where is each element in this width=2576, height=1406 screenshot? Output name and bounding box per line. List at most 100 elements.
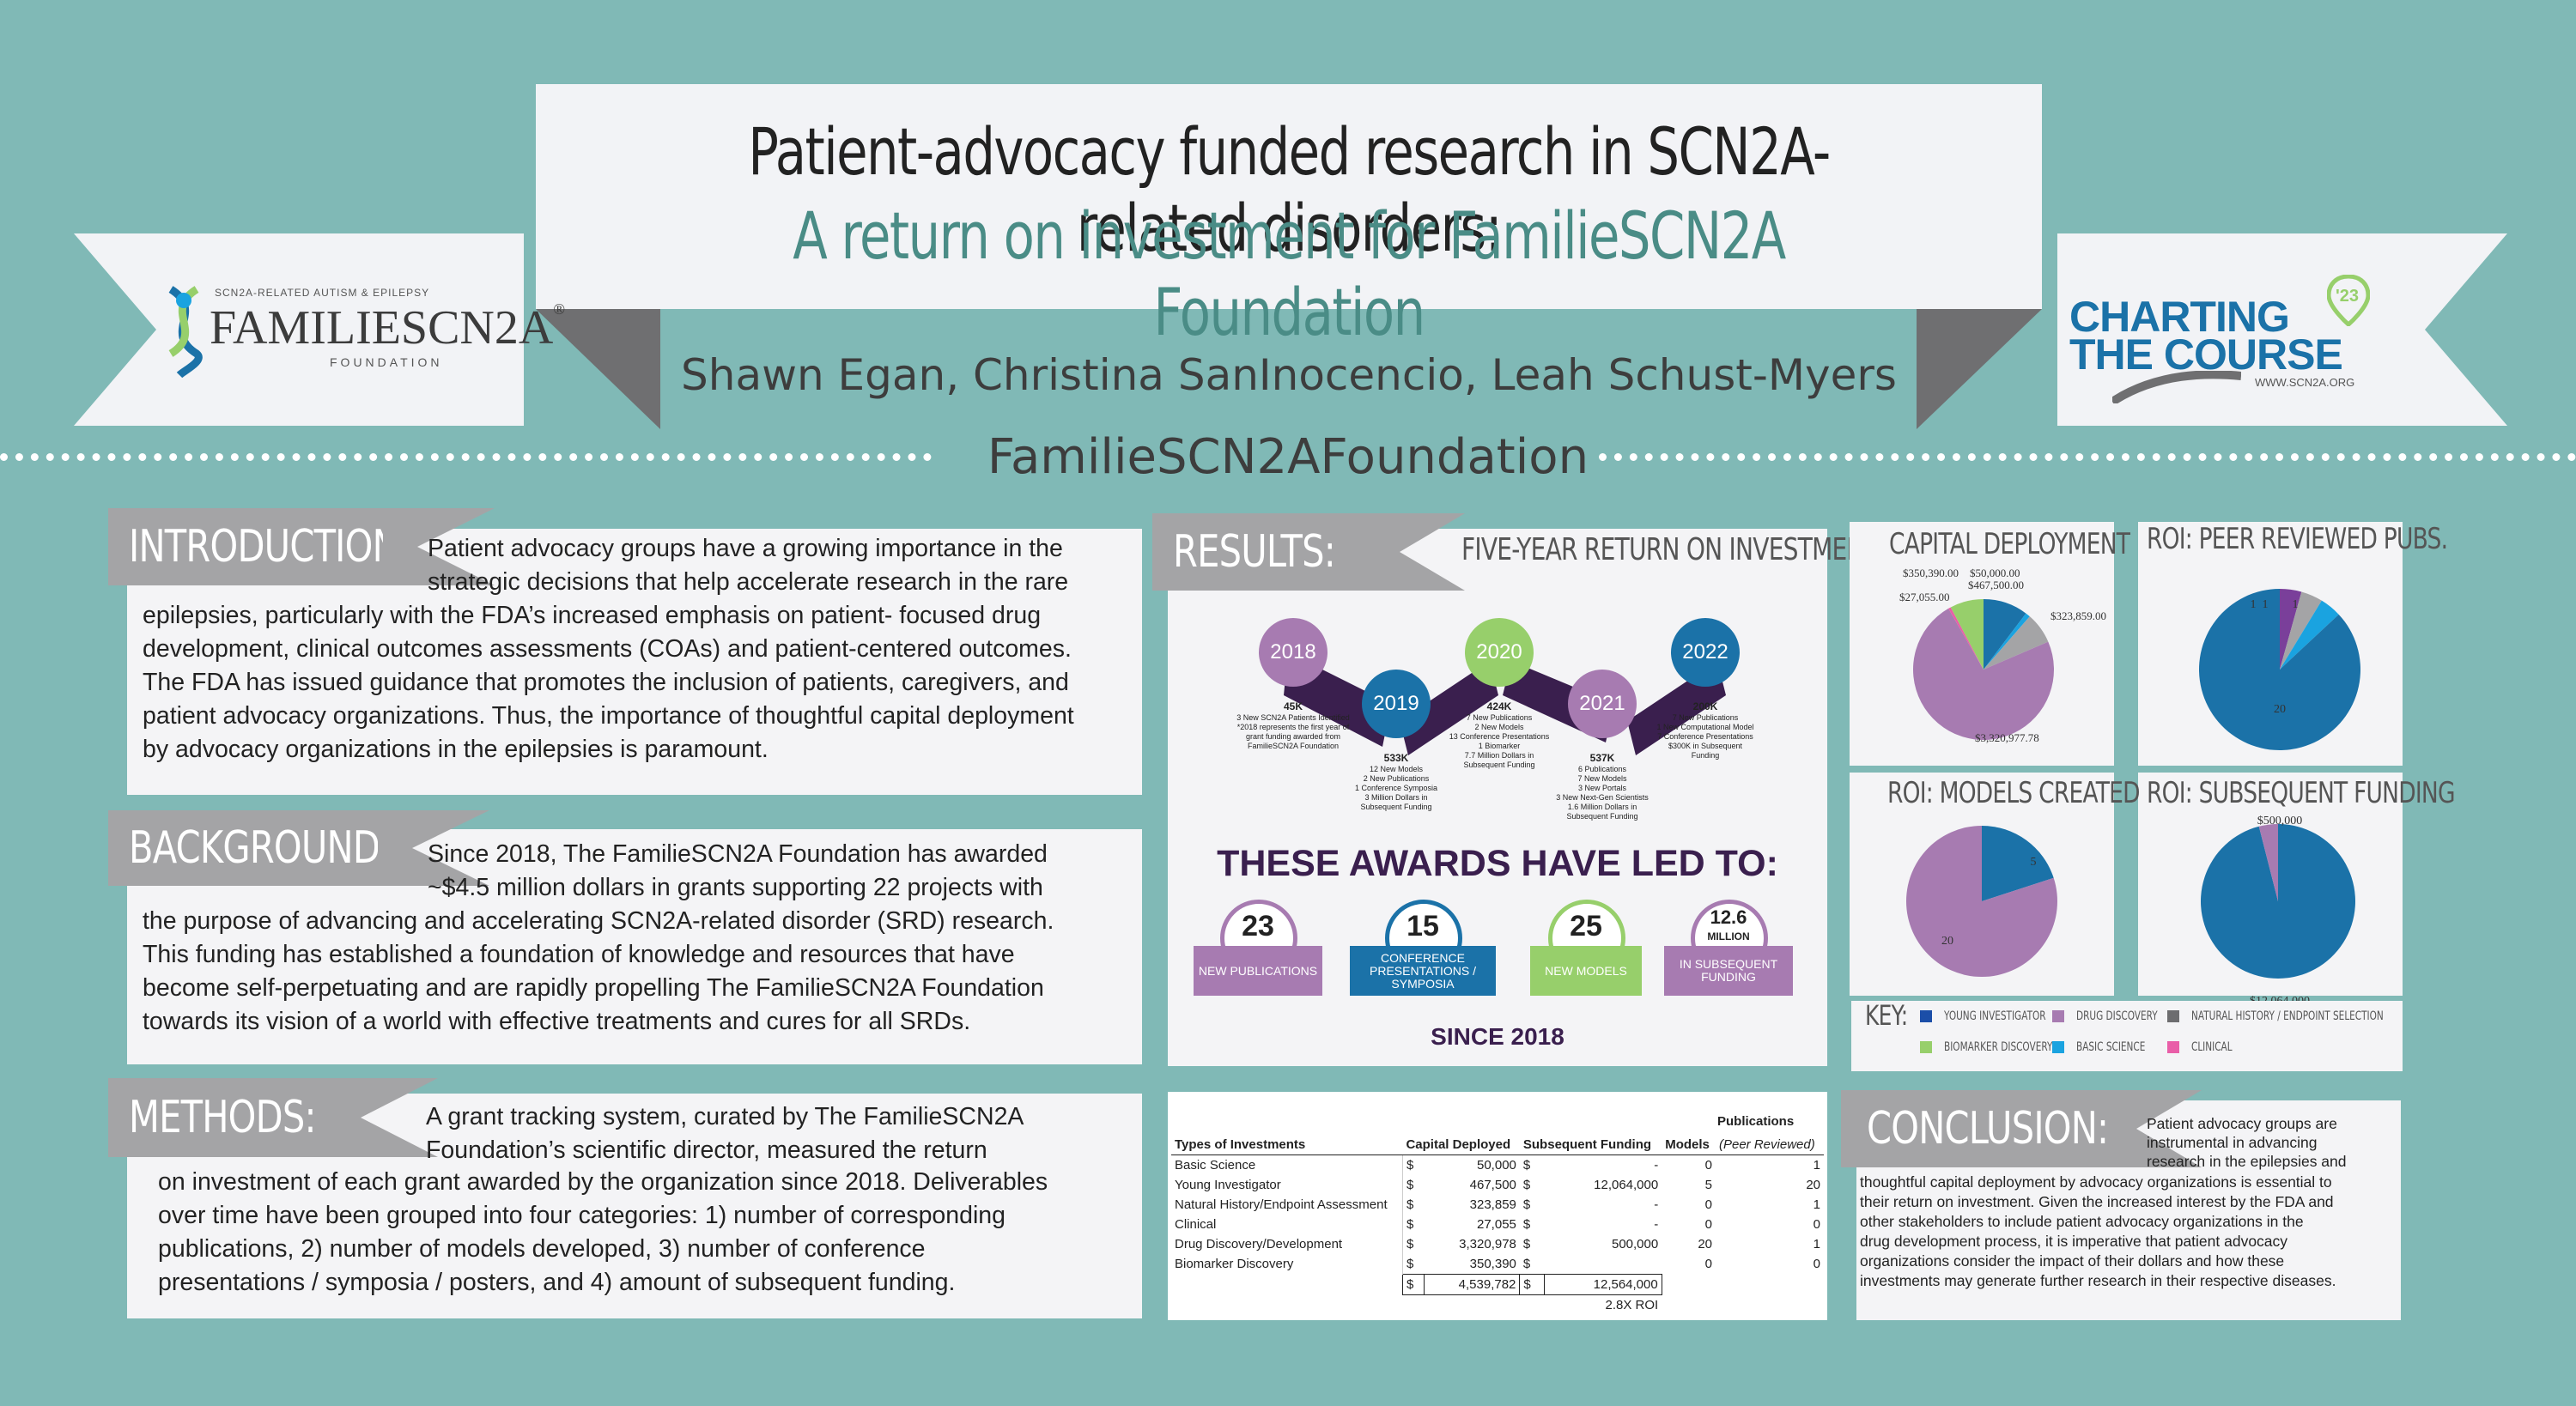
table-row: Biomarker Discovery $350,390 $0 0 [1171, 1254, 1824, 1275]
key-panel [1851, 1001, 2403, 1071]
timeline-node-2018: 2018 [1259, 618, 1327, 687]
table-cell: $ [1522, 1158, 1531, 1173]
investment-table: Types of Investments Capital Deployed Subs… [1171, 1135, 1824, 1315]
timeline-detail-line: 6 Publications [1577, 765, 1627, 773]
pie-slice [2280, 589, 2302, 670]
timeline-detail-line: 1 Biomarker [1478, 742, 1521, 750]
introduction-heading-tab: INTRODUCTION: [108, 508, 410, 585]
pie-label: 20 [1941, 935, 1953, 948]
table-header-row: Types of Investments Capital Deployed Subs… [1171, 1135, 1824, 1155]
pie-label: $323,859.00 [2050, 609, 2106, 622]
award-label-box: NEW PUBLICATIONS [1194, 946, 1322, 996]
pie-label: 1 [2293, 598, 2299, 611]
key-swatch [2052, 1041, 2064, 1053]
table-cell: 0 [1704, 1158, 1712, 1173]
key-swatch [2052, 1010, 2064, 1022]
table-cell: 0 [1813, 1217, 1820, 1232]
intro-line: The FDA has issued guidance that promote… [143, 669, 1069, 696]
methods-line: presentations / symposia / posters, and … [158, 1269, 956, 1296]
pie-label: 1 [2251, 598, 2257, 611]
table-row: Natural History/Endpoint Assessment $323,… [1171, 1195, 1824, 1215]
key-item: YOUNG INVESTIGATOR [1920, 1009, 2080, 1023]
timeline-detail-line: 7 New Publications [1672, 713, 1739, 722]
header-ribbon-left-fold [536, 309, 660, 429]
timeline-detail-line: 12 New Models [1369, 765, 1424, 773]
conclusion-heading: CONCLUSION: [1867, 1103, 2109, 1154]
table-cell: Biomarker Discovery [1171, 1254, 1403, 1275]
key-label-text: DRUG DISCOVERY [2076, 1009, 2158, 1023]
methods-heading: METHODS: [129, 1092, 316, 1143]
pie-slice [2198, 589, 2360, 750]
background-text-full: the purpose of advancing and acceleratin… [143, 905, 1139, 1039]
table-cell: Basic Science [1171, 1154, 1403, 1175]
timeline-details: 200K 7 New Publications 1 New Computationa… [1641, 701, 1770, 761]
table-cell: 467,500 [1469, 1178, 1516, 1192]
key-item: BIOMARKER DISCOVERY [1920, 1040, 2089, 1054]
timeline-detail-line: 1 New Computational Model [1656, 723, 1754, 731]
table-cell: 50,000 [1477, 1158, 1516, 1173]
award-value: 12.6 [1710, 906, 1747, 928]
table-cell: 500,000 [1611, 1237, 1659, 1251]
pie-label: $27,055.00 [1899, 591, 1950, 603]
logo-right-line1: CHARTING [2069, 293, 2290, 341]
table-cell: Drug Discovery/Development [1171, 1234, 1403, 1254]
timeline-detail-line: Subsequent Funding [1566, 812, 1638, 821]
table-cell: 0 [1704, 1197, 1712, 1212]
models-created-title: ROI: MODELS CREATED [1887, 776, 2141, 810]
conclusion-line: their return on investment. Given the in… [1860, 1193, 2334, 1210]
table-cell: 1 [1813, 1197, 1820, 1212]
intro-line: by advocacy organizations in the epileps… [143, 736, 769, 763]
organization-name: FamilieSCN2AFoundation [987, 429, 1589, 485]
awards-title: THESE AWARDS HAVE LED TO: [1217, 843, 1778, 884]
table-cell: Natural History/Endpoint Assessment [1171, 1195, 1403, 1215]
timeline-node-2021: 2021 [1568, 670, 1637, 738]
logo-sub: FOUNDATION [330, 355, 443, 369]
table-row: Clinical $27,055 $ -0 0 [1171, 1215, 1824, 1234]
conclusion-line: Patient advocacy groups are [2147, 1115, 2337, 1132]
table-cell: $ [1406, 1158, 1414, 1173]
results-subheading: FIVE-YEAR RETURN ON INVESTMENT [1461, 532, 1879, 567]
pie-slice [1982, 826, 2054, 901]
timeline-details: 533K 12 New Models 2 New Publications 1 Con… [1332, 753, 1461, 812]
pie-slice [1912, 608, 2054, 740]
table-cell: 27,055 [1477, 1217, 1516, 1232]
pie-slice [1984, 616, 2049, 670]
methods-line: over time have been grouped into four ca… [158, 1202, 1006, 1229]
table-header-cell: Capital Deployed [1402, 1135, 1520, 1155]
table-cell: $ [1406, 1217, 1414, 1232]
divider-right [1599, 453, 2576, 461]
background-line: become self-perpetuating and are rapidly… [143, 974, 1044, 1002]
table-header-cell: Models [1662, 1135, 1716, 1155]
table-row: Drug Discovery/Development $3,320,978 $500… [1171, 1234, 1824, 1254]
intro-line: epilepsies, particularly with the FDA’s … [143, 602, 1042, 629]
conclusion-line: drug development process, it is imperati… [1860, 1233, 2288, 1250]
logo-right-url: WWW.SCN2A.ORG [2255, 376, 2355, 389]
logo-registered: ® [553, 300, 565, 318]
award-label-box: IN SUBSEQUENT FUNDING [1664, 946, 1793, 996]
award-value: 23 [1242, 910, 1274, 942]
timeline-detail-line: Subsequent Funding [1360, 803, 1432, 811]
charting-the-course-logo: CHARTING THE COURSE '23 WWW.SCN2A.ORG [2069, 275, 2396, 403]
map-pin-icon [2327, 275, 2370, 326]
pie-label: $50,000.00 [1970, 567, 2020, 579]
road-icon [2112, 371, 2241, 403]
award-value: 25 [1570, 910, 1602, 942]
pie-slice [1948, 607, 1984, 670]
table-cell: - [1654, 1197, 1659, 1212]
key-item: DRUG DISCOVERY [2052, 1009, 2184, 1023]
award-value: 15 [1406, 910, 1439, 942]
pie-slice [1984, 613, 2030, 670]
table-cell: 0 [1813, 1257, 1820, 1272]
table-cell: Young Investigator [1171, 1175, 1403, 1195]
key-swatch [2167, 1041, 2179, 1053]
conclusion-line: organizations consider the impact of the… [1860, 1252, 2285, 1270]
table-cell: 0 [1704, 1257, 1712, 1272]
timeline-detail-line: 13 Conference Presentations [1449, 732, 1550, 741]
pie-slice [1984, 599, 2026, 670]
timeline-detail-line: FamilieSCN2A Foundation [1247, 742, 1340, 750]
key-item: NATURAL HISTORY / ENDPOINT SELECTION [2167, 1009, 2447, 1023]
timeline-details: 537K 6 Publications 7 New Models 3 New Port… [1538, 753, 1667, 821]
intro-line: strategic decisions that help accelerate… [428, 568, 1069, 596]
logo-left-banner [74, 233, 524, 426]
table-roi-cell: 2.8X ROI [1605, 1298, 1659, 1312]
